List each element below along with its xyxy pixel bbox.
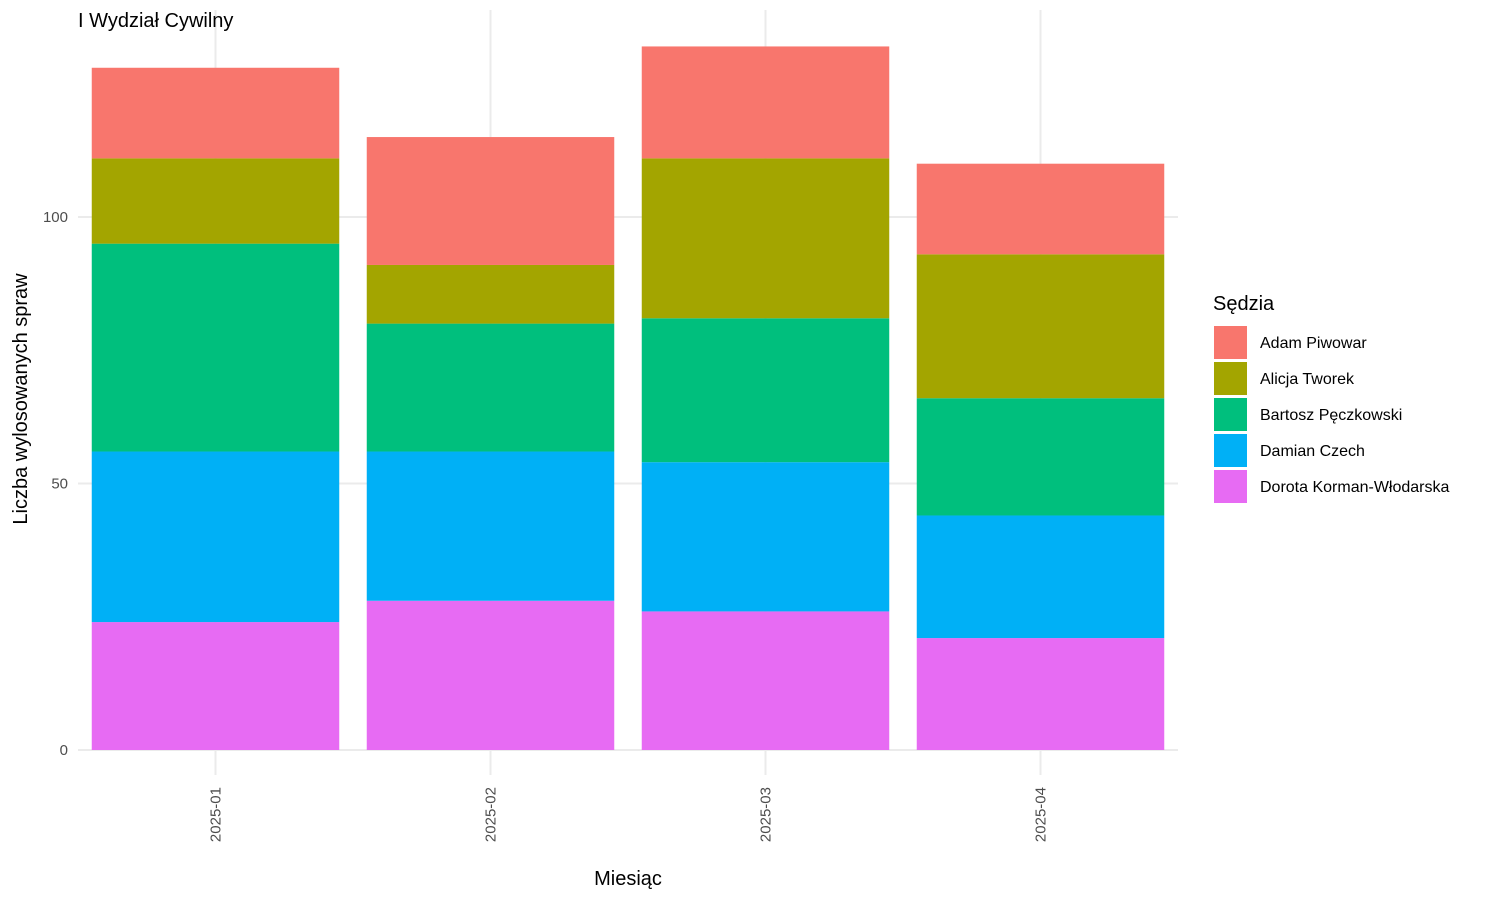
bar-segment	[641, 158, 890, 319]
bar-segment	[366, 323, 615, 452]
bar-segment	[641, 318, 890, 463]
legend-label: Alicja Tworek	[1260, 371, 1355, 388]
x-axis-title: Miesiąc	[594, 868, 662, 890]
bars	[91, 46, 1165, 750]
bar-segment	[641, 611, 890, 750]
bar-segment	[91, 243, 340, 452]
legend-label: Bartosz Pęczkowski	[1260, 407, 1402, 424]
bar-segment	[916, 163, 1165, 255]
y-tick-label: 100	[43, 209, 68, 226]
legend-swatch	[1214, 434, 1247, 467]
bar-segment	[366, 264, 615, 324]
bar-segment	[366, 451, 615, 601]
bar-segment	[91, 451, 340, 623]
x-tick-label: 2025-03	[758, 787, 775, 842]
bar-segment	[91, 158, 340, 244]
bar-segment	[916, 638, 1165, 750]
y-tick-label: 50	[51, 476, 68, 493]
legend-swatch	[1214, 470, 1247, 503]
bar-segment	[91, 622, 340, 750]
bar-segment	[366, 137, 615, 265]
x-tick-label: 2025-02	[483, 787, 500, 842]
y-axis-title: Liczba wylosowanych spraw	[10, 273, 32, 525]
legend-swatch	[1214, 362, 1247, 395]
bar-segment	[91, 67, 340, 159]
x-tick-label: 2025-01	[208, 787, 225, 842]
bar-segment	[366, 600, 615, 750]
legend-swatch	[1214, 398, 1247, 431]
y-axis-ticks: 0 50 100	[43, 209, 68, 759]
y-tick-label: 0	[60, 742, 68, 759]
bar-segment	[916, 398, 1165, 516]
legend-title: Sędzia	[1213, 293, 1275, 315]
bar-segment	[916, 254, 1165, 399]
legend: Sędzia Adam Piwowar Alicja Tworek Bartosz …	[1213, 293, 1450, 503]
bar-segment	[916, 515, 1165, 639]
bar-segment	[641, 46, 890, 159]
bar-segment	[641, 462, 890, 612]
x-axis-ticks: 2025-01 2025-02 2025-03 2025-04	[208, 787, 1050, 842]
legend-label: Dorota Korman-Włodarska	[1260, 479, 1450, 496]
legend-label: Adam Piwowar	[1260, 335, 1367, 352]
chart-title: I Wydział Cywilny	[78, 10, 233, 32]
legend-swatch	[1214, 326, 1247, 359]
legend-label: Damian Czech	[1260, 443, 1365, 460]
x-tick-label: 2025-04	[1033, 787, 1050, 842]
